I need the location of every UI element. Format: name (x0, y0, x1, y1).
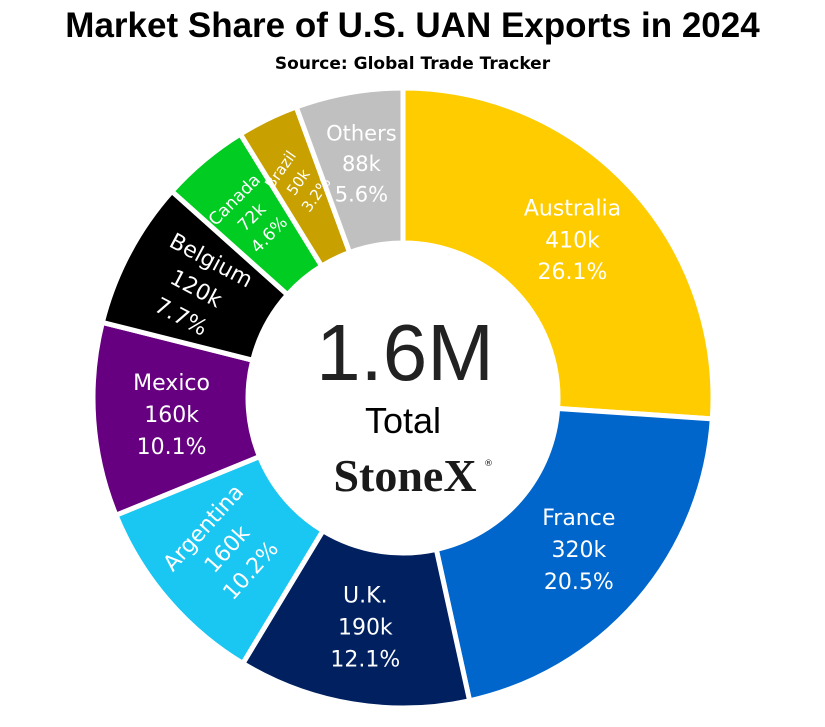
donut-slices (90, 85, 716, 711)
slice-france (433, 405, 715, 704)
chart-subtitle: Source: Global Trade Tracker (274, 54, 551, 74)
slice-label-percent: 26.1% (538, 260, 608, 285)
slice-label-value: 88k (342, 152, 382, 176)
slice-label-group: Others 88k 5.6% (326, 122, 397, 207)
slice-label-percent: 5.6% (335, 182, 388, 206)
slice-label-group: U.K. 190k 12.1% (330, 584, 400, 673)
center-total-value: 1.6M (316, 308, 494, 397)
slice-label-value: 410k (545, 228, 600, 253)
stonex-logo: StoneX (333, 450, 476, 501)
center-total-caption: Total (365, 400, 441, 441)
slice-label-group: Australia 410k 26.1% (524, 196, 621, 285)
slice-label-value: 190k (338, 616, 393, 641)
slice-label-group: Mexico 160k 10.1% (133, 371, 210, 460)
slice-label-percent: 10.1% (137, 435, 207, 460)
logo-registered-mark: ® (484, 459, 493, 469)
slice-label-group: France 320k 20.5% (542, 506, 615, 595)
chart-title: Market Share of U.S. UAN Exports in 2024 (65, 6, 760, 45)
slice-label-percent: 20.5% (544, 570, 614, 595)
slice-others (293, 85, 406, 256)
slice-label-name: Australia (524, 196, 621, 221)
slice-label-name: Mexico (133, 371, 210, 396)
slice-label-name: Others (326, 122, 397, 146)
slice-label-value: 320k (551, 538, 606, 563)
slice-australia (400, 85, 716, 422)
slice-label-name: France (542, 506, 615, 531)
slice-label-name: U.K. (343, 584, 388, 609)
slice-u-k (239, 527, 473, 711)
slice-label-value: 160k (144, 403, 199, 428)
slice-label-percent: 12.1% (330, 648, 400, 673)
